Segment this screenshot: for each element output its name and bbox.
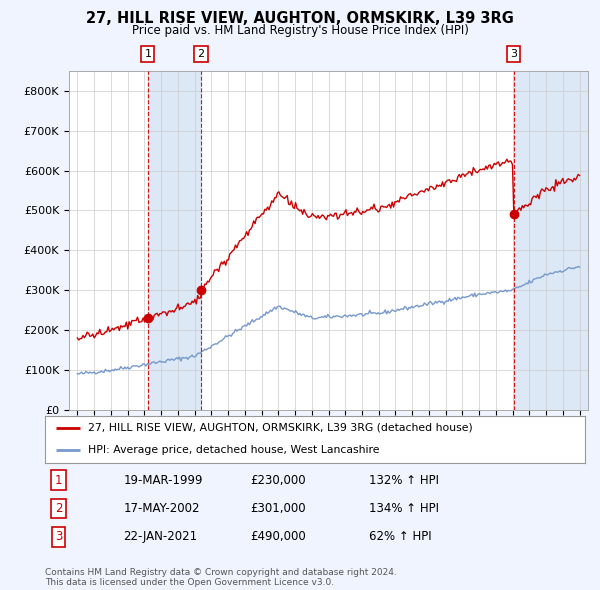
Text: Contains HM Land Registry data © Crown copyright and database right 2024.
This d: Contains HM Land Registry data © Crown c… (45, 568, 397, 587)
Text: 17-MAY-2002: 17-MAY-2002 (124, 502, 200, 515)
Text: 2: 2 (55, 502, 62, 515)
Text: 1: 1 (145, 49, 151, 59)
Bar (514, 71, 588, 410)
Text: 62% ↑ HPI: 62% ↑ HPI (369, 530, 431, 543)
Text: 2: 2 (197, 49, 205, 59)
Text: 132% ↑ HPI: 132% ↑ HPI (369, 474, 439, 487)
Text: HPI: Average price, detached house, West Lancashire: HPI: Average price, detached house, West… (88, 445, 380, 455)
Text: 1: 1 (55, 474, 62, 487)
Text: Price paid vs. HM Land Registry's House Price Index (HPI): Price paid vs. HM Land Registry's House … (131, 24, 469, 37)
Text: £490,000: £490,000 (250, 530, 306, 543)
Text: £301,000: £301,000 (250, 502, 306, 515)
Text: 3: 3 (510, 49, 517, 59)
Text: £230,000: £230,000 (250, 474, 306, 487)
Text: 3: 3 (55, 530, 62, 543)
Text: 27, HILL RISE VIEW, AUGHTON, ORMSKIRK, L39 3RG: 27, HILL RISE VIEW, AUGHTON, ORMSKIRK, L… (86, 11, 514, 25)
Text: 22-JAN-2021: 22-JAN-2021 (124, 530, 197, 543)
Text: 134% ↑ HPI: 134% ↑ HPI (369, 502, 439, 515)
Text: 19-MAR-1999: 19-MAR-1999 (124, 474, 203, 487)
Bar (148, 71, 201, 410)
Text: 27, HILL RISE VIEW, AUGHTON, ORMSKIRK, L39 3RG (detached house): 27, HILL RISE VIEW, AUGHTON, ORMSKIRK, L… (88, 423, 473, 432)
